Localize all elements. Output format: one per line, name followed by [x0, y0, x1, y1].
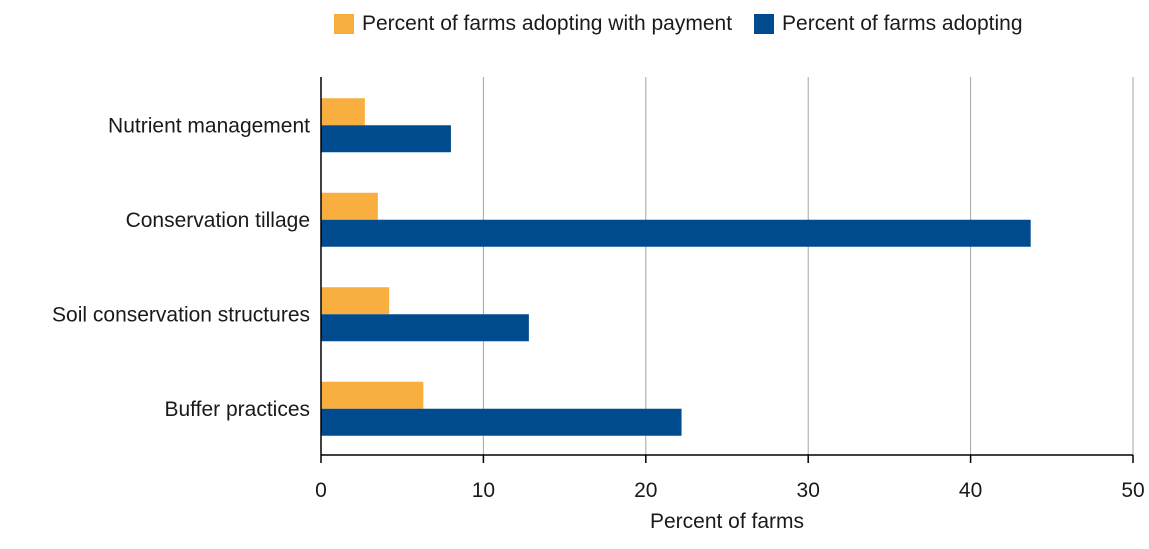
x-tick-label: 50	[1121, 479, 1144, 502]
category-label: Nutrient management	[108, 114, 310, 137]
axes	[320, 77, 1134, 463]
bar	[321, 287, 390, 315]
labels: 0 10 20 30 40 50 Nutrient management Conservati…	[52, 114, 1145, 533]
legend-swatch-payment	[334, 14, 354, 34]
x-tick-label: 20	[634, 479, 657, 502]
bar	[321, 381, 424, 409]
x-axis-title: Percent of farms	[650, 510, 804, 533]
x-tick-label: 10	[472, 479, 495, 502]
bar	[321, 125, 451, 153]
category-label: Buffer practices	[164, 398, 310, 421]
bar	[321, 219, 1031, 247]
bar	[321, 314, 529, 342]
bar	[321, 98, 365, 126]
gridlines	[482, 77, 1134, 455]
legend-swatch-adopting	[754, 14, 775, 34]
x-tick-label: 30	[797, 479, 820, 502]
legend-label-payment: Percent of farms adopting with payment	[362, 12, 733, 35]
bar	[321, 408, 682, 436]
x-tick-label: 0	[315, 479, 327, 502]
category-label: Soil conservation structures	[52, 303, 310, 326]
legend: Percent of farms adopting with payment P…	[334, 12, 1045, 36]
category-label: Conservation tillage	[126, 209, 310, 232]
bar	[321, 192, 378, 220]
legend-item-adopting: Percent of farms adopting	[754, 12, 1023, 36]
x-tick-label: 40	[959, 479, 982, 502]
bars	[321, 98, 1031, 436]
legend-item-payment: Percent of farms adopting with payment	[334, 12, 732, 36]
legend-label-adopting: Percent of farms adopting	[782, 12, 1023, 35]
